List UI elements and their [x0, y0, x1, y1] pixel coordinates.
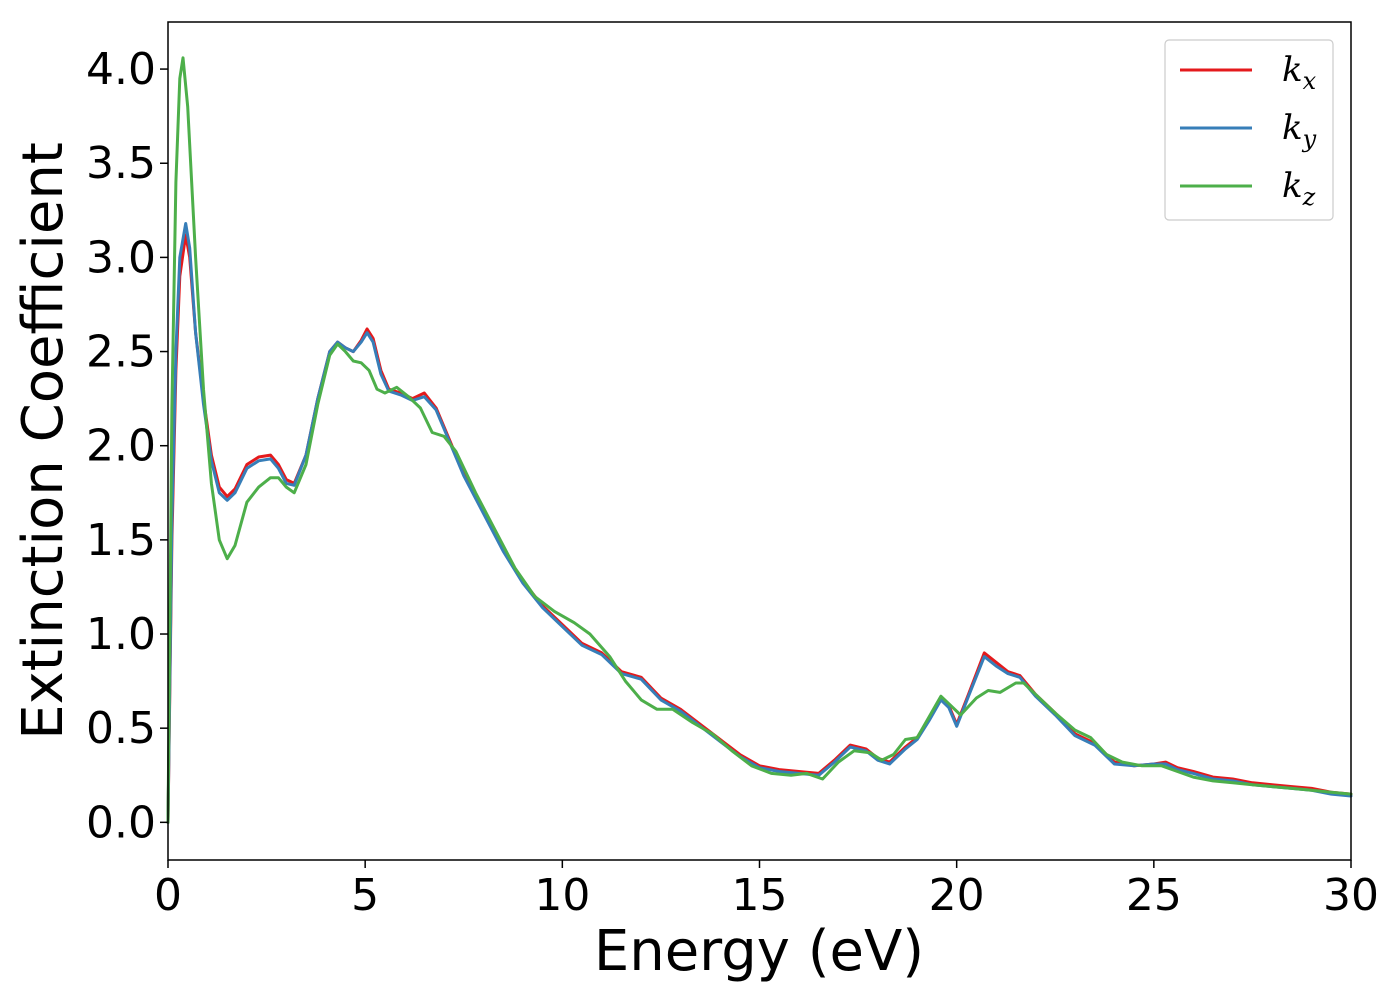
plot-area	[166, 56, 1353, 824]
y-tick-label: 0.0	[86, 797, 156, 848]
y-tick-label: 3.0	[86, 232, 156, 283]
x-tick-label: 15	[732, 870, 788, 921]
y-tick-label: 3.5	[86, 138, 156, 189]
series-line-ky	[166, 222, 1353, 824]
y-tick-label: 2.5	[86, 327, 156, 378]
legend-label-kx: kx	[1282, 50, 1317, 95]
y-tick-label: 1.5	[86, 515, 156, 566]
x-axis-ticks: 0 5 10 15 20 25 30	[154, 860, 1379, 921]
x-tick-label: 30	[1323, 870, 1379, 921]
legend: kx ky kz	[1164, 39, 1334, 221]
x-tick-label: 10	[534, 870, 590, 921]
series-line-kz	[166, 56, 1353, 824]
legend-label-ky: ky	[1282, 108, 1317, 153]
series-line-kx	[166, 233, 1353, 824]
x-tick-label: 5	[351, 870, 379, 921]
legend-box	[1164, 39, 1334, 221]
legend-label-kz: kz	[1282, 166, 1316, 211]
x-axis-label: Energy (eV)	[594, 919, 924, 984]
y-tick-label: 0.5	[86, 703, 156, 754]
y-axis-ticks: 0.0 0.5 1.0 1.5 2.0 2.5 3.0 3.5 4.0	[86, 44, 168, 848]
x-tick-label: 0	[154, 870, 182, 921]
x-tick-label: 20	[929, 870, 985, 921]
y-axis-label: Extinction Coefficient	[11, 142, 76, 740]
plot-frame	[167, 21, 1352, 861]
y-tick-label: 1.0	[86, 609, 156, 660]
y-tick-label: 4.0	[86, 44, 156, 95]
y-tick-label: 2.0	[86, 421, 156, 472]
x-tick-label: 25	[1126, 870, 1182, 921]
